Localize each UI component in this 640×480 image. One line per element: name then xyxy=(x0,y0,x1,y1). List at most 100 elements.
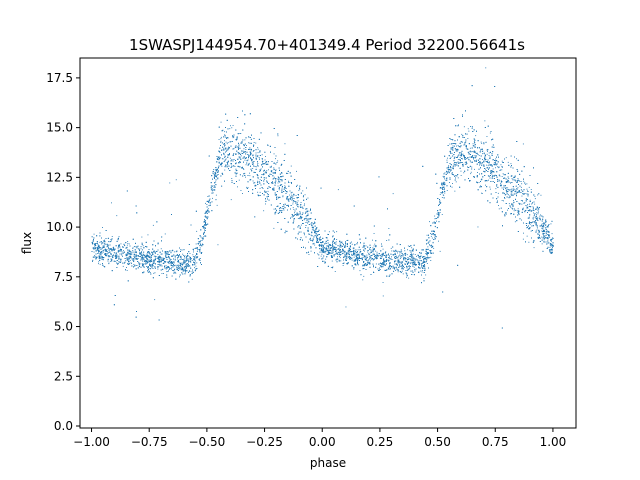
scatter-point xyxy=(527,204,529,205)
scatter-point xyxy=(300,224,302,226)
scatter-point xyxy=(165,265,167,267)
scatter-point xyxy=(216,156,218,157)
scatter-point xyxy=(549,236,551,238)
scatter-point xyxy=(345,306,347,308)
scatter-point xyxy=(247,159,249,161)
scatter-point xyxy=(351,243,353,245)
scatter-point xyxy=(407,249,408,251)
scatter-point xyxy=(427,246,429,248)
scatter-point xyxy=(526,235,528,237)
scatter-point xyxy=(99,251,101,253)
scatter-point xyxy=(430,260,432,261)
scatter-point xyxy=(464,163,466,165)
scatter-point xyxy=(488,179,489,181)
scatter-point xyxy=(543,232,545,234)
scatter-point xyxy=(121,254,123,256)
scatter-point xyxy=(148,251,150,253)
scatter-point xyxy=(373,266,374,268)
scatter-point xyxy=(497,192,499,194)
scatter-point xyxy=(153,255,155,257)
scatter-point xyxy=(373,248,375,249)
scatter-point xyxy=(525,209,527,211)
scatter-point xyxy=(390,247,392,249)
scatter-point xyxy=(166,266,168,268)
scatter-point xyxy=(141,242,143,244)
scatter-point xyxy=(347,256,349,257)
scatter-point xyxy=(416,255,417,257)
scatter-point xyxy=(400,256,402,258)
scatter-point xyxy=(543,226,545,228)
scatter-point xyxy=(551,245,553,247)
scatter-point xyxy=(412,270,413,272)
scatter-point xyxy=(226,149,227,151)
scatter-point xyxy=(527,191,529,192)
scatter-point xyxy=(125,260,127,262)
scatter-point xyxy=(321,246,323,248)
scatter-point xyxy=(481,193,483,194)
scatter-point xyxy=(97,245,99,247)
scatter-point xyxy=(308,241,309,243)
scatter-point xyxy=(221,165,223,167)
scatter-point xyxy=(135,258,137,260)
scatter-point xyxy=(310,234,312,236)
scatter-point xyxy=(252,180,254,182)
scatter-point xyxy=(363,256,365,258)
scatter-point xyxy=(167,261,169,263)
scatter-point xyxy=(434,225,436,227)
scatter-point xyxy=(443,176,445,177)
scatter-point xyxy=(216,204,218,206)
scatter-point xyxy=(214,185,215,187)
scatter-point xyxy=(343,245,345,247)
scatter-point xyxy=(408,277,410,279)
scatter-point xyxy=(548,224,550,225)
scatter-point xyxy=(399,265,401,267)
scatter-point xyxy=(224,155,226,157)
scatter-point xyxy=(397,271,399,273)
scatter-point xyxy=(292,222,294,223)
scatter-point xyxy=(397,252,398,254)
scatter-point xyxy=(527,210,529,211)
scatter-point xyxy=(314,221,315,223)
scatter-point xyxy=(302,196,304,198)
scatter-point xyxy=(136,246,138,248)
scatter-point xyxy=(259,179,261,181)
scatter-point xyxy=(523,180,525,182)
scatter-point xyxy=(291,199,293,201)
scatter-point xyxy=(196,257,198,258)
scatter-point xyxy=(266,170,268,172)
scatter-point xyxy=(468,130,470,132)
scatter-point xyxy=(428,252,430,254)
scatter-point xyxy=(489,132,491,134)
scatter-point xyxy=(537,227,538,229)
scatter-point xyxy=(417,261,419,263)
scatter-point xyxy=(95,250,97,252)
scatter-point xyxy=(180,266,182,267)
scatter-point xyxy=(180,249,182,251)
scatter-point xyxy=(157,243,159,245)
scatter-point xyxy=(348,251,350,252)
scatter-point xyxy=(110,240,112,242)
scatter-point xyxy=(414,254,416,255)
scatter-point xyxy=(471,166,473,168)
scatter-point xyxy=(183,258,185,260)
scatter-point xyxy=(496,185,497,187)
scatter-point xyxy=(140,246,142,247)
scatter-point xyxy=(351,241,352,243)
scatter-point xyxy=(225,150,227,152)
scatter-point xyxy=(331,247,333,248)
scatter-point xyxy=(370,249,372,251)
scatter-point xyxy=(355,258,356,260)
scatter-point xyxy=(403,267,405,268)
scatter-point xyxy=(405,252,407,254)
scatter-point xyxy=(446,190,448,191)
scatter-point xyxy=(330,244,331,246)
scatter-point xyxy=(484,120,486,122)
scatter-point xyxy=(171,250,173,252)
scatter-point xyxy=(405,260,407,262)
scatter-point xyxy=(529,210,531,212)
scatter-point xyxy=(245,149,247,150)
scatter-point xyxy=(388,269,390,270)
scatter-point xyxy=(405,253,407,255)
scatter-point xyxy=(497,166,499,168)
scatter-point xyxy=(130,254,132,256)
